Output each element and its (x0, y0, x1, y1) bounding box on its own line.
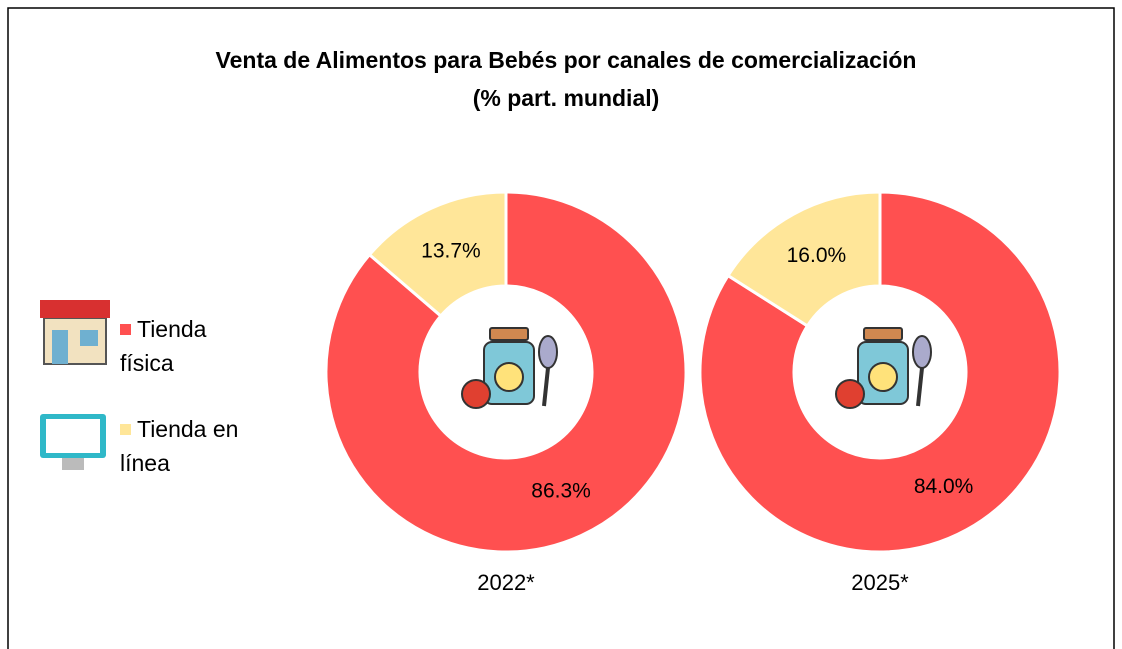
data-label: 13.7% (421, 240, 481, 263)
chart-title: Venta de Alimentos para Bebés por canale… (216, 47, 917, 73)
monitor-icon (40, 414, 106, 470)
legend-item: Tienda física (120, 312, 270, 380)
jar-icon (460, 326, 559, 410)
legend-label: Tienda física (120, 316, 207, 376)
data-label: 86.3% (531, 480, 591, 503)
donut-slice (725, 190, 882, 328)
store-icon (40, 300, 110, 365)
donut-slice (324, 190, 688, 554)
chart-label: 2022* (477, 570, 535, 595)
legend-swatch (120, 324, 131, 335)
data-label: 16.0% (787, 244, 847, 267)
legend-item: Tienda en línea (120, 412, 270, 480)
chart-title: (% part. mundial) (473, 85, 660, 111)
frame (7, 7, 1115, 649)
legend-swatch (120, 424, 131, 435)
data-label: 84.0% (914, 475, 974, 498)
legend: Tienda física Tienda en línea (120, 312, 270, 480)
chart-label: 2025* (851, 570, 909, 595)
donut-slice (698, 190, 1062, 554)
legend-label: Tienda en línea (120, 416, 239, 476)
jar-icon (834, 326, 933, 410)
donut-slice (367, 190, 508, 319)
